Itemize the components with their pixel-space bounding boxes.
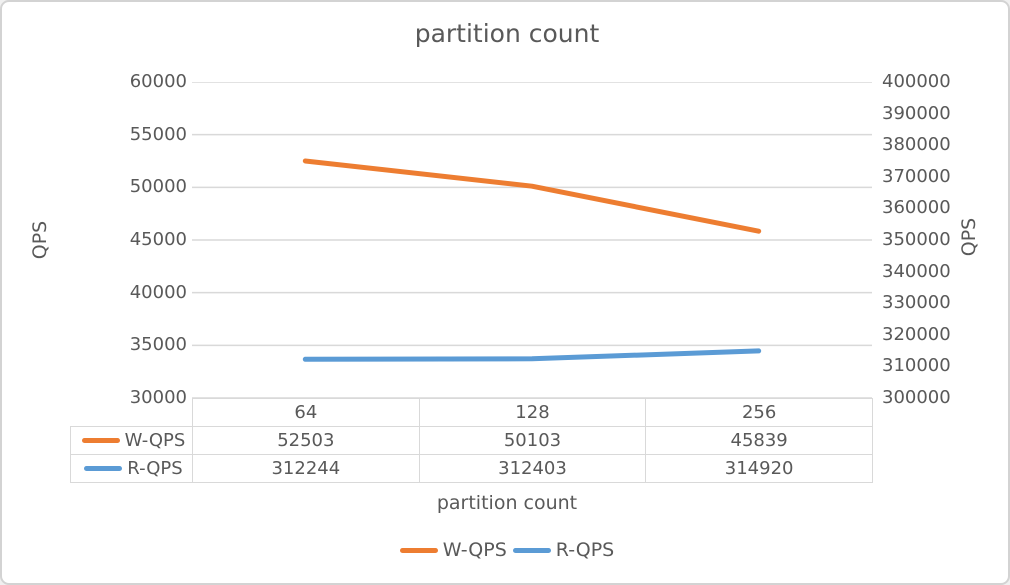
legend-item-w-qps: W-QPS	[399, 539, 507, 561]
legend-item-r-qps: R-QPS	[512, 539, 615, 561]
legend-key-line-icon	[81, 438, 120, 443]
table-value-cell: 314920	[645, 454, 873, 483]
legend-label: W-QPS	[442, 539, 507, 561]
table-value-cell: 52503	[192, 426, 420, 455]
table-row: R-QPS 312244 312403 314920	[70, 454, 873, 483]
table-value-cell: 312403	[418, 454, 647, 483]
left-axis-title: QPS	[29, 220, 51, 260]
table-value-cell: 50103	[418, 426, 647, 455]
left-axis-tick-label: 55000	[129, 123, 187, 145]
legend-key-line-icon	[84, 466, 123, 471]
x-axis-title: partition count	[436, 492, 578, 514]
right-axis-tick-label: 380000	[882, 134, 951, 156]
table-legend-key-cell: R-QPS	[70, 454, 193, 483]
right-axis-tick-label: 370000	[882, 165, 951, 187]
right-axis-tick-label: 300000	[882, 387, 951, 408]
series-line-w-qps	[302, 158, 762, 234]
table-value-cell: 312244	[192, 454, 420, 483]
table-value-cell: 45839	[645, 426, 873, 455]
right-axis-tick-label: 360000	[882, 197, 951, 219]
right-axis-tick-label: 340000	[882, 260, 951, 282]
right-axis-tick-label: 400000	[882, 71, 951, 92]
series-name-label: W-QPS	[124, 430, 186, 451]
left-axis-tick-label: 50000	[129, 176, 187, 198]
right-axis-tick-label: 310000	[882, 355, 951, 377]
table-legend-key-cell: W-QPS	[70, 426, 193, 455]
chart-title: partition count	[414, 19, 600, 48]
legend-line-icon	[399, 547, 438, 553]
left-axis-tick-label: 40000	[129, 281, 187, 303]
left-axis-tick-label: 60000	[129, 71, 187, 92]
chart-legend: W-QPS R-QPS	[2, 539, 1008, 561]
chart-data-table: 64 128 256 W-QPS 52503 50103 45839 R-QPS 312244 3…	[70, 398, 873, 483]
table-category-header: 128	[418, 398, 647, 427]
table-category-header: 64	[192, 398, 420, 427]
left-axis-tick-label: 30000	[129, 387, 187, 408]
table-row: W-QPS 52503 50103 45839	[70, 426, 873, 455]
legend-line-icon	[512, 547, 551, 553]
left-axis-tick-label: 35000	[129, 334, 187, 356]
right-axis-tick-label: 350000	[882, 229, 951, 250]
plot-area	[192, 82, 872, 398]
right-axis-tick-label: 320000	[882, 323, 951, 345]
table-corner-cell	[71, 399, 193, 427]
right-axis-tick-label: 390000	[882, 102, 951, 124]
series-name-label: R-QPS	[127, 458, 183, 479]
right-axis-title: QPS	[958, 217, 980, 257]
legend-label: R-QPS	[555, 539, 615, 561]
table-category-header: 256	[645, 398, 873, 427]
left-axis-tick-label: 45000	[129, 229, 187, 250]
series-line-r-qps	[302, 348, 762, 362]
table-header-row: 64 128 256	[71, 398, 873, 427]
right-axis-tick-label: 330000	[882, 292, 951, 314]
